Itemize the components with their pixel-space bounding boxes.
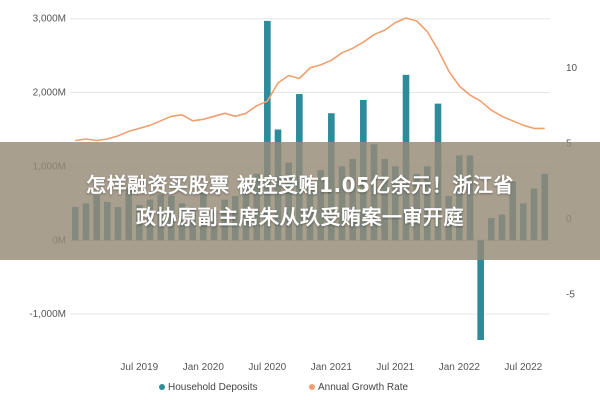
- x-tick-label: Jan 2021: [311, 362, 353, 373]
- y-left-tick-label: -1,000M: [29, 309, 66, 320]
- x-tick-label: Jul 2022: [504, 362, 542, 373]
- x-tick-label: Jan 2022: [439, 362, 481, 373]
- x-tick-label: Jul 2020: [248, 362, 286, 373]
- y-left-tick-label: 3,000M: [33, 14, 66, 25]
- x-tick-label: Jul 2019: [120, 362, 158, 373]
- line-annual-growth-rate: [75, 17, 545, 142]
- legend-label-annual-growth-rate: Annual Growth Rate: [318, 382, 408, 393]
- legend-label-household-deposits: Household Deposits: [168, 382, 258, 393]
- bar-household-deposits: [477, 240, 484, 340]
- headline-line-2: 政协原副主席朱从玖受贿案一审开庭: [136, 205, 464, 229]
- y-right-tick-label: -5: [566, 290, 575, 301]
- x-tick-label: Jul 2021: [376, 362, 414, 373]
- headline-overlay: 怎样融资买股票 被控受贿1.05亿余元！浙江省 政协原副主席朱从玖受贿案一审开庭: [0, 142, 600, 260]
- bar-household-deposits: [264, 20, 271, 241]
- legend-marker-annual-growth-rate: [309, 384, 315, 390]
- x-tick-label: Jan 2020: [183, 362, 225, 373]
- legend-marker-household-deposits: [159, 384, 165, 390]
- headline-line-1: 怎样融资买股票 被控受贿1.05亿余元！浙江省: [86, 173, 514, 197]
- y-right-tick-label: 10: [566, 63, 578, 74]
- y-left-tick-label: 2,000M: [33, 88, 66, 99]
